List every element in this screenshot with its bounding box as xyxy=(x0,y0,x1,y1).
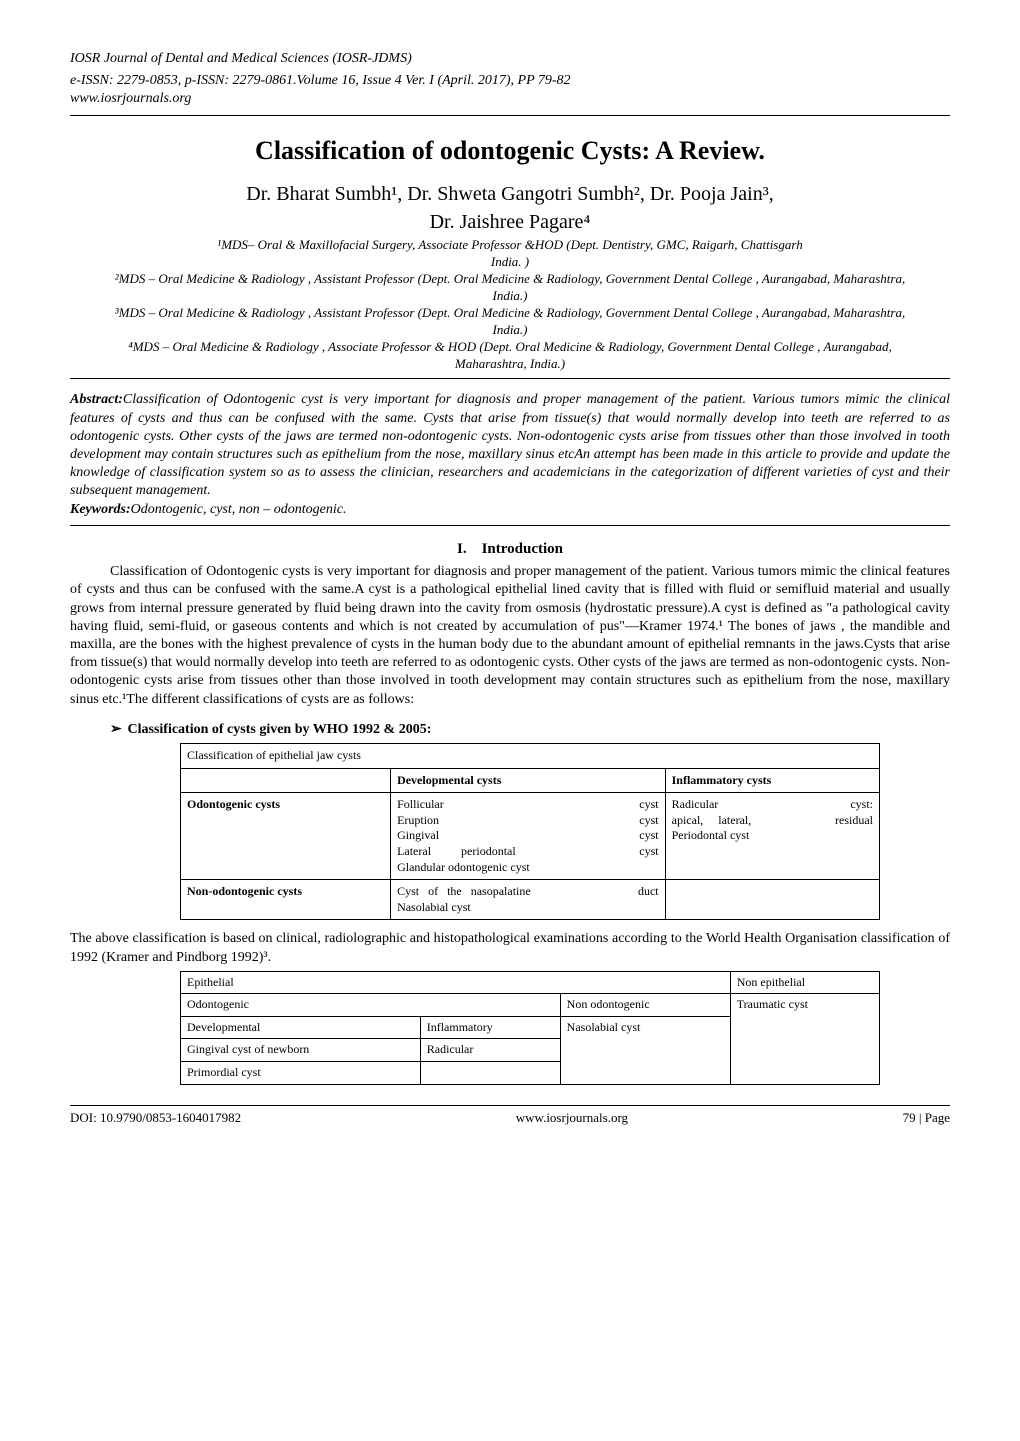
keywords-line: Keywords:Odontogenic, cyst, non – odonto… xyxy=(70,501,950,519)
t1r1d-r3: cyst xyxy=(639,828,658,844)
t2-nonodontogenic: Non odontogenic xyxy=(560,994,730,1017)
subhead-text: Classification of cysts given by WHO 199… xyxy=(128,722,432,737)
t1r1d-l4: Lateral periodontal xyxy=(397,844,516,860)
header-rule xyxy=(70,115,950,116)
t1r1i-l: Radicular xyxy=(672,797,719,813)
t1r1d-l3: Gingival xyxy=(397,828,439,844)
t2-odontogenic: Odontogenic xyxy=(181,994,561,1017)
t2-nasolabial: Nasolabial cyst xyxy=(560,1016,730,1084)
journal-name: IOSR Journal of Dental and Medical Scien… xyxy=(70,50,950,68)
affiliation-1b: India. ) xyxy=(100,254,920,271)
section-number: I. xyxy=(457,541,467,557)
abstract-paragraph: Abstract:Classification of Odontogenic c… xyxy=(70,391,950,500)
authors-line-1: Dr. Bharat Sumbh¹, Dr. Shweta Gangotri S… xyxy=(70,181,950,207)
page-footer: DOI: 10.9790/0853-1604017982 www.iosrjou… xyxy=(70,1105,950,1127)
abstract-bottom-rule xyxy=(70,525,950,526)
t1r1i-r: cyst: xyxy=(850,797,873,813)
table1-header-dev: Developmental cysts xyxy=(391,768,666,793)
table1-row1-label: Odontogenic cysts xyxy=(181,793,391,880)
t2-developmental: Developmental xyxy=(181,1016,421,1039)
t1r1i-l2: apical, lateral, xyxy=(672,813,752,829)
t2-nonepithelial: Non epithelial xyxy=(730,971,879,994)
table1-row2-inf xyxy=(665,880,879,920)
authors-line-2: Dr. Jaishree Pagare⁴ xyxy=(70,209,950,235)
affiliation-3: ³MDS – Oral Medicine & Radiology , Assis… xyxy=(100,305,920,339)
section-1-heading: I. Introduction xyxy=(70,540,950,560)
table1-empty-header xyxy=(181,768,391,793)
keywords-label: Keywords: xyxy=(70,502,131,517)
t1r2d-r: duct xyxy=(638,884,659,900)
t1r2d-l: Cyst of the nasopalatine xyxy=(397,884,531,900)
table1-row1-inf: Radicularcyst: apical, lateral,residual … xyxy=(665,793,879,880)
table1-caption: Classification of epithelial jaw cysts xyxy=(181,743,880,768)
keywords-text: Odontogenic, cyst, non – odontogenic. xyxy=(131,502,347,517)
affiliation-1: ¹MDS– Oral & Maxillofacial Surgery, Asso… xyxy=(100,237,920,254)
table1-row2-label: Non-odontogenic cysts xyxy=(181,880,391,920)
mid-paragraph: The above classification is based on cli… xyxy=(70,930,950,966)
t1r1d-l5: Glandular odontogenic cyst xyxy=(397,860,659,876)
classification-table-2: Epithelial Non epithelial Odontogenic No… xyxy=(180,971,880,1085)
affiliation-2: ²MDS – Oral Medicine & Radiology , Assis… xyxy=(100,271,920,305)
t2-epithelial: Epithelial xyxy=(181,971,731,994)
t2-traumatic: Traumatic cyst xyxy=(730,994,879,1084)
t1r1d-r2: cyst xyxy=(639,813,658,829)
t2-radicular: Radicular xyxy=(420,1039,560,1062)
t2-inflammatory: Inflammatory xyxy=(420,1016,560,1039)
t1r2d-l2: Nasolabial cyst xyxy=(397,900,659,916)
footer-page: 79 | Page xyxy=(903,1110,950,1127)
paper-title: Classification of odontogenic Cysts: A R… xyxy=(70,134,950,168)
footer-site: www.iosrjournals.org xyxy=(516,1110,628,1127)
t2-gingival: Gingival cyst of newborn xyxy=(181,1039,421,1062)
table1-row2-dev: Cyst of the nasopalatine duct Nasolabial … xyxy=(391,880,666,920)
t1r1i-r2: residual xyxy=(835,813,873,829)
table1-row1-dev: Follicular cyst Eruption cyst Gingival cyst… xyxy=(391,793,666,880)
t1r1d-r4: cyst xyxy=(639,844,658,860)
abstract-label: Abstract: xyxy=(70,392,123,407)
abstract-top-rule xyxy=(70,378,950,379)
affiliation-4: ⁴MDS – Oral Medicine & Radiology , Assoc… xyxy=(100,339,920,373)
table1-header-inf: Inflammatory cysts xyxy=(665,768,879,793)
t1r1d-r: cyst xyxy=(639,797,658,813)
footer-doi: DOI: 10.9790/0853-1604017982 xyxy=(70,1110,241,1127)
journal-header: IOSR Journal of Dental and Medical Scien… xyxy=(70,50,950,109)
t1r1i-l3: Periodontal cyst xyxy=(672,828,873,844)
t1r1d-l2: Eruption xyxy=(397,813,439,829)
abstract-block: Abstract:Classification of Odontogenic c… xyxy=(70,391,950,518)
arrow-icon: ➢ xyxy=(110,721,124,739)
journal-issn: e-ISSN: 2279-0853, p-ISSN: 2279-0861.Vol… xyxy=(70,72,950,90)
classification-table-1: Classification of epithelial jaw cysts D… xyxy=(180,743,880,920)
journal-site: www.iosrjournals.org xyxy=(70,90,950,108)
t1r1d-l: Follicular xyxy=(397,797,444,813)
t2-empty xyxy=(420,1062,560,1085)
classification-subhead: ➢ Classification of cysts given by WHO 1… xyxy=(110,721,950,739)
t2-primordial: Primordial cyst xyxy=(181,1062,421,1085)
section-title: Introduction xyxy=(482,541,563,557)
abstract-text: Classification of Odontogenic cyst is ve… xyxy=(70,392,950,498)
intro-body: Classification of Odontogenic cysts is v… xyxy=(70,563,950,709)
